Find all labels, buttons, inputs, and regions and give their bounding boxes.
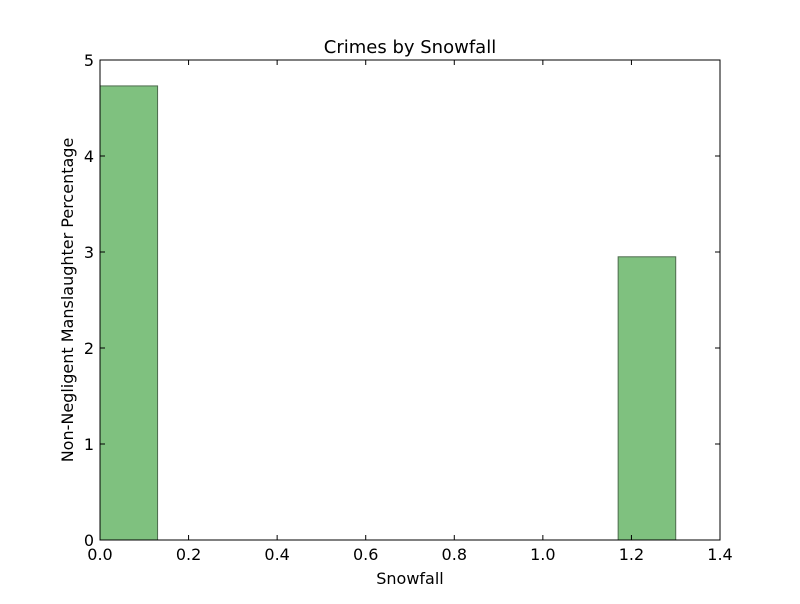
- bars-layer: [99, 85, 677, 541]
- x-tick-label: 1.2: [619, 545, 644, 564]
- plot-frame: [99, 59, 721, 541]
- x-tick-label: 0.8: [442, 545, 467, 564]
- bar-0: [99, 85, 159, 541]
- y-tick-label: 1: [84, 435, 94, 454]
- y-tick-label: 2: [84, 339, 94, 358]
- x-tick-label: 0.0: [87, 545, 112, 564]
- x-tick-label: 0.6: [353, 545, 378, 564]
- y-tick-label: 3: [84, 243, 94, 262]
- y-tick-label: 5: [84, 51, 94, 70]
- tick-labels-layer: 0.0 0.2 0.4 0.6 0.8 1.0 1.2 1.4 0 1 2 3 4 5: [84, 51, 733, 564]
- chart-title: Crimes by Snowfall: [324, 37, 496, 58]
- x-tick-label: 0.2: [176, 545, 201, 564]
- y-tick-label: 4: [84, 147, 94, 166]
- x-tick-label: 0.4: [264, 545, 289, 564]
- y-tick-label: 0: [84, 531, 94, 550]
- bar-1: [617, 256, 677, 541]
- x-axis-label: Snowfall: [376, 569, 444, 588]
- x-tick-label: 1.0: [530, 545, 555, 564]
- y-axis-label: Non-Negligent Manslaughter Percentage: [58, 138, 77, 463]
- ticks-layer: [99, 59, 721, 541]
- x-tick-label: 1.4: [707, 545, 732, 564]
